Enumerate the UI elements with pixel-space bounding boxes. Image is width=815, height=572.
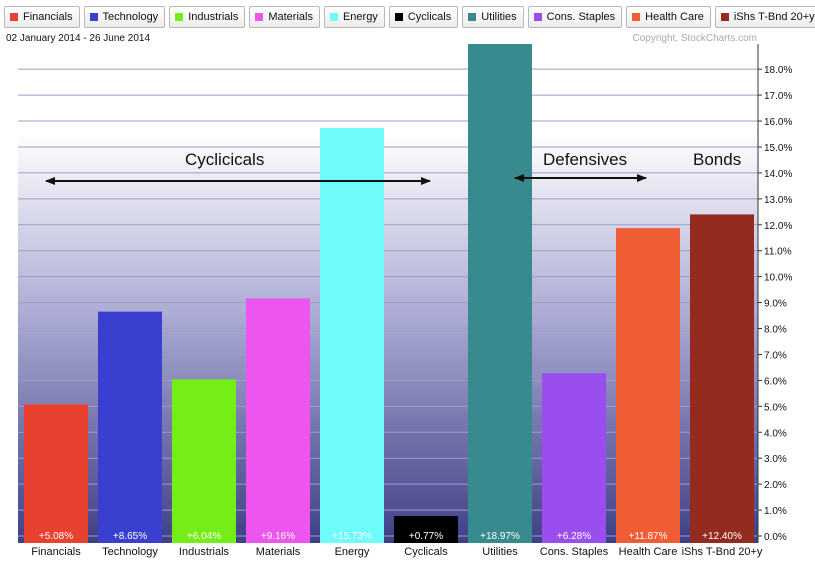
legend-label: Health Care — [645, 11, 704, 23]
data-label: +9.16% — [261, 531, 295, 542]
legend-label: Financials — [23, 11, 73, 23]
legend-label: Technology — [102, 11, 159, 23]
legend-item-cyclicals[interactable]: Cyclicals — [388, 6, 459, 28]
bar-health-care — [616, 228, 680, 544]
x-tick-label: Cons. Staples — [540, 546, 609, 558]
legend-label: Utilities — [481, 11, 517, 23]
y-tick-label: 13.0% — [764, 195, 792, 206]
y-tick-label: 6.0% — [764, 376, 787, 387]
x-tick-label: iShs T-Bnd 20+y — [682, 546, 763, 558]
data-label: +11.87% — [628, 531, 667, 542]
y-tick-label: 8.0% — [764, 325, 787, 336]
legend-item-cons-staples[interactable]: Cons. Staples — [527, 6, 623, 28]
legend-label: iShs T-Bnd 20+y — [733, 11, 815, 23]
y-tick-label: 12.0% — [764, 221, 792, 232]
legend-item-utilities[interactable]: Utilities — [462, 6, 524, 28]
legend-swatch-icon — [10, 13, 18, 21]
bar-ishs-t-bnd-20-y — [690, 214, 754, 544]
x-tick-label: Utilities — [482, 546, 518, 558]
legend-swatch-icon — [329, 13, 338, 21]
data-label: +0.77% — [409, 531, 443, 542]
legend-item-financials[interactable]: Financials — [4, 6, 80, 28]
bar-cyclicals — [394, 516, 458, 543]
legend-swatch-icon — [175, 13, 184, 21]
data-label: +18.97% — [480, 531, 520, 542]
y-tick-label: 5.0% — [764, 402, 787, 413]
legend-label: Cyclicals — [407, 11, 452, 23]
x-tick-label: Industrials — [179, 546, 230, 558]
y-tick-label: 16.0% — [764, 117, 792, 128]
x-tick-label: Financials — [31, 546, 81, 558]
y-tick-label: 14.0% — [764, 169, 792, 180]
data-label: +6.04% — [187, 531, 221, 542]
bar-materials — [246, 298, 310, 543]
y-tick-label: 1.0% — [764, 506, 787, 517]
bar-cons-staples — [542, 373, 606, 543]
y-tick-label: 17.0% — [764, 91, 792, 102]
legend-swatch-icon — [720, 13, 729, 21]
legend-label: Cons. Staples — [546, 11, 616, 23]
data-label: +12.40% — [702, 531, 742, 542]
data-label: +6.28% — [557, 531, 591, 542]
y-axis: 0.0% 1.0% 2.0% 3.0% 4.0% 5.0% 6.0% 7.0% 8.0% 9.0%… — [758, 65, 792, 543]
data-label: +5.08% — [39, 531, 73, 542]
y-tick-label: 15.0% — [764, 143, 792, 154]
legend-item-health-care[interactable]: Health Care — [626, 6, 711, 28]
y-tick-label: 10.0% — [764, 273, 792, 284]
copyright: Copyright, StockCharts.com — [632, 33, 758, 44]
bar-utilities — [468, 44, 532, 543]
legend-swatch-icon — [255, 13, 264, 21]
x-tick-label: Cyclicals — [404, 546, 448, 558]
x-tick-label: Health Care — [619, 546, 678, 558]
legend-swatch-icon — [394, 13, 403, 21]
data-label: +15.73% — [332, 531, 372, 542]
x-axis-labels: Financials Technology Industrials Materials… — [31, 546, 763, 558]
legend-swatch-icon — [468, 13, 477, 21]
y-tick-label: 7.0% — [764, 350, 787, 361]
legend-item-technology[interactable]: Technology — [83, 6, 166, 28]
x-tick-label: Materials — [256, 546, 301, 558]
legend-label: Energy — [342, 11, 378, 23]
bar-industrials — [172, 379, 236, 543]
legend-swatch-icon — [632, 13, 641, 21]
legend-item-materials[interactable]: Materials — [249, 6, 320, 28]
date-range: 02 January 2014 - 26 June 2014 — [6, 33, 150, 44]
y-tick-label: 3.0% — [764, 454, 787, 465]
legend-label: Industrials — [188, 11, 239, 23]
legend-swatch-icon — [89, 13, 98, 21]
legend-item-energy[interactable]: Energy — [323, 6, 385, 28]
x-tick-label: Technology — [102, 546, 158, 558]
y-tick-label: 4.0% — [764, 428, 787, 439]
legend-swatch-icon — [533, 13, 542, 21]
legend-item-industrials[interactable]: Industrials — [169, 6, 246, 28]
y-tick-label: 0.0% — [764, 532, 787, 543]
y-tick-label: 9.0% — [764, 299, 787, 310]
legend-item-ishs-t-bnd-20-y[interactable]: iShs T-Bnd 20+y — [714, 6, 815, 28]
data-label: +8.65% — [113, 531, 147, 542]
cyclicals-annotation: Cyclicicals — [185, 150, 264, 169]
defensives-annotation: Defensives — [543, 150, 627, 169]
bar-energy — [320, 128, 384, 544]
legend: Financials Technology Industrials Materials… — [4, 6, 815, 28]
bar-technology — [98, 311, 162, 543]
y-tick-label: 11.0% — [764, 247, 792, 258]
x-tick-label: Energy — [335, 546, 370, 558]
legend-label: Materials — [268, 11, 313, 23]
bar-financials — [24, 404, 88, 543]
bonds-annotation: Bonds — [693, 150, 741, 169]
y-tick-label: 2.0% — [764, 480, 787, 491]
bars: +5.08% +8.65% +6.04% +9.16% +15.73% +0.77% +18… — [24, 44, 754, 544]
y-tick-label: 18.0% — [764, 65, 792, 76]
